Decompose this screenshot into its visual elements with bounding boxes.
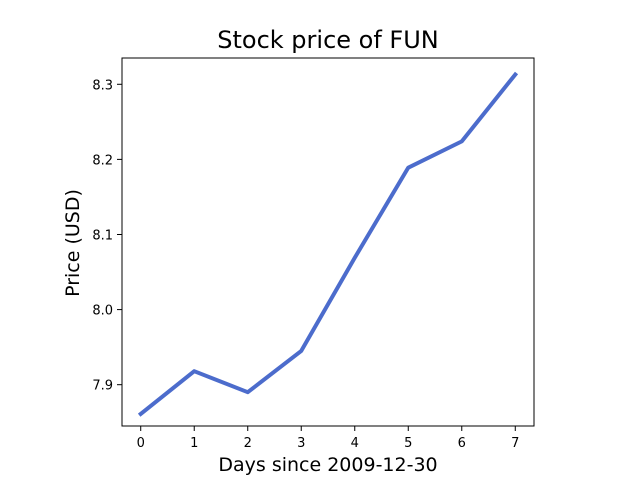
- y-tick-label: 8.3: [92, 78, 113, 93]
- y-tick-label: 8.0: [92, 304, 113, 319]
- y-axis-label: Price (USD): [62, 189, 84, 297]
- x-tick-label: 4: [351, 436, 359, 451]
- x-tick-label: 3: [297, 436, 305, 451]
- x-tick-label: 0: [137, 436, 145, 451]
- y-tick-label: 8.1: [92, 228, 113, 243]
- x-axis-label: Days since 2009-12-30: [218, 454, 437, 476]
- chart-title: Stock price of FUN: [217, 26, 439, 54]
- series-line-0: [137, 71, 519, 417]
- x-tick-label: 5: [404, 436, 412, 451]
- y-tick-label: 7.9: [92, 379, 113, 394]
- x-tick-label: 2: [244, 436, 252, 451]
- plot-area: 0 1 2 3 4 5 6 7 7.9 8.0 8.1 8.2 8.3: [92, 57, 535, 451]
- x-tick-label: 7: [511, 436, 519, 451]
- plot-frame: [121, 57, 535, 427]
- x-tick-label: 6: [458, 436, 466, 451]
- x-tick-label: 1: [190, 436, 198, 451]
- y-tick-label: 8.2: [92, 153, 113, 168]
